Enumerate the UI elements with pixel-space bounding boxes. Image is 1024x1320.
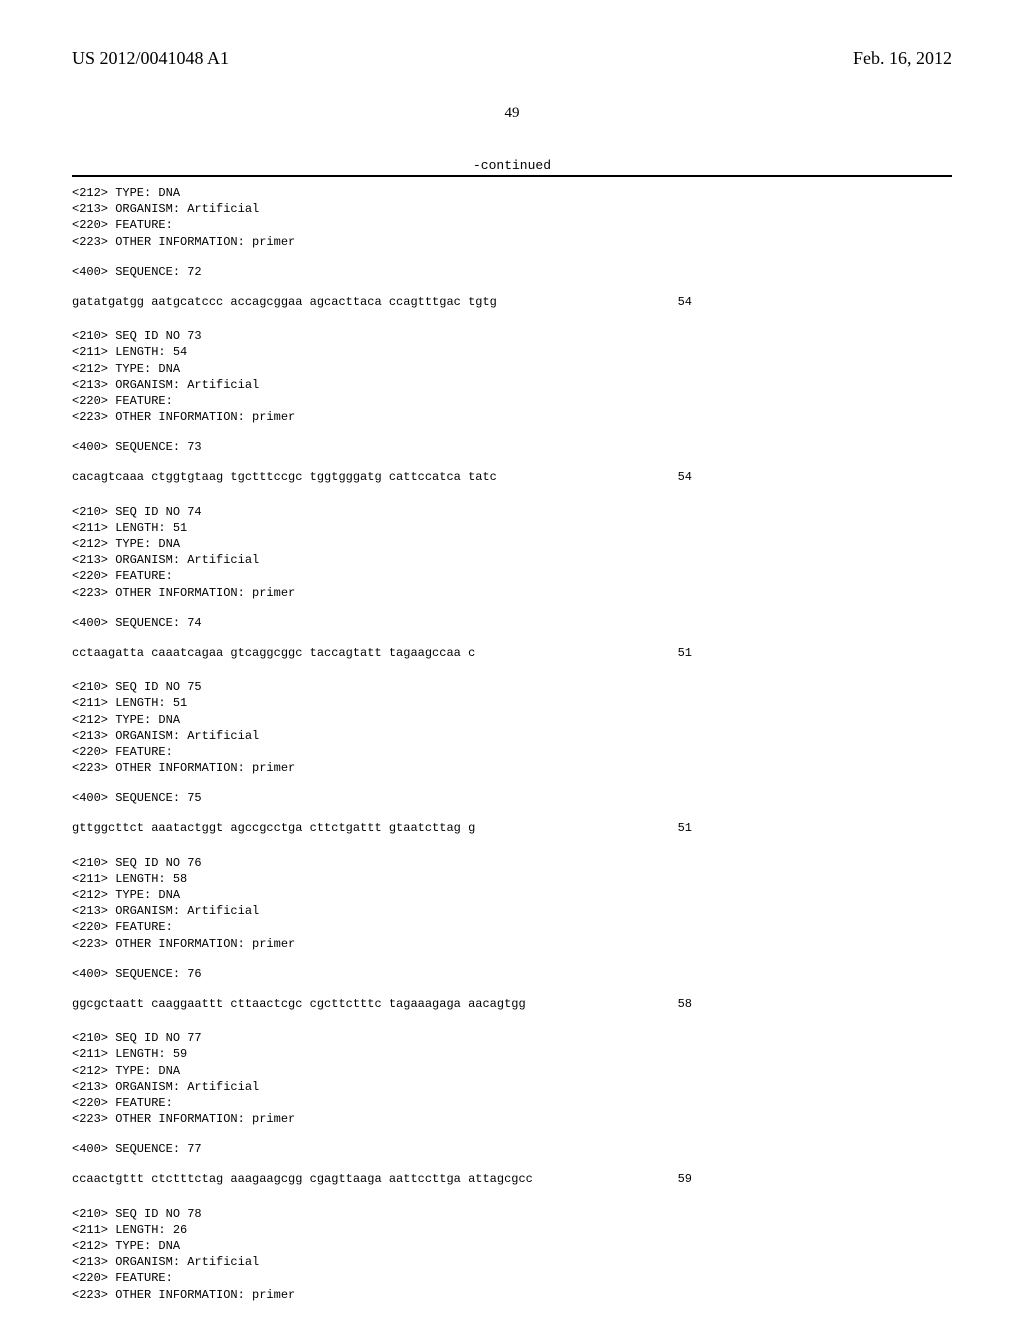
seq-block: <210> SEQ ID NO 77<211> LENGTH: 59<212> …: [72, 1030, 952, 1188]
seq-feature: <220> FEATURE:: [72, 919, 952, 935]
seq-organism: <213> ORGANISM: Artificial: [72, 903, 952, 919]
seq-length: 54: [678, 469, 952, 485]
seq-organism: <213> ORGANISM: Artificial: [72, 1254, 952, 1270]
seq-label: <400> SEQUENCE: 75: [72, 790, 952, 806]
seq-other-info: <223> OTHER INFORMATION: primer: [72, 409, 952, 425]
seq-label: <400> SEQUENCE: 76: [72, 966, 952, 982]
seq-other-info: <223> OTHER INFORMATION: primer: [72, 760, 952, 776]
seq-type: <212> TYPE: DNA: [72, 1238, 952, 1254]
seq-row: ggcgctaatt caaggaattt cttaactcgc cgcttct…: [72, 996, 952, 1012]
page-header: US 2012/0041048 A1 Feb. 16, 2012: [72, 48, 952, 69]
seq-type: <212> TYPE: DNA: [72, 1063, 952, 1079]
seq-row: gttggcttct aaatactggt agccgcctga cttctga…: [72, 820, 952, 836]
seq-length: 51: [678, 645, 952, 661]
seq-organism: <213> ORGANISM: Artificial: [72, 377, 952, 393]
seq-text: ccaactgttt ctctttctag aaagaagcgg cgagtta…: [72, 1171, 533, 1187]
seq-row: ccaactgttt ctctttctag aaagaagcgg cgagtta…: [72, 1171, 952, 1187]
seq-length-line: <211> LENGTH: 59: [72, 1046, 952, 1062]
seq-feature: <220> FEATURE:: [72, 568, 952, 584]
seq-block: <210> SEQ ID NO 74<211> LENGTH: 51<212> …: [72, 504, 952, 662]
seq-type: <212> TYPE: DNA: [72, 712, 952, 728]
seq-text: ggcgctaatt caaggaattt cttaactcgc cgcttct…: [72, 996, 526, 1012]
seq-text: gatatgatgg aatgcatccc accagcggaa agcactt…: [72, 294, 497, 310]
publication-number: US 2012/0041048 A1: [72, 48, 229, 69]
seq-length: 51: [678, 820, 952, 836]
seq-feature: <220> FEATURE:: [72, 217, 952, 233]
seq-organism: <213> ORGANISM: Artificial: [72, 552, 952, 568]
seq-feature: <220> FEATURE:: [72, 1270, 952, 1286]
seq-block: <210> SEQ ID NO 76<211> LENGTH: 58<212> …: [72, 855, 952, 1013]
seq-block: <212> TYPE: DNA <213> ORGANISM: Artifici…: [72, 185, 952, 310]
seq-id: <210> SEQ ID NO 75: [72, 679, 952, 695]
seq-block: <210> SEQ ID NO 78<211> LENGTH: 26<212> …: [72, 1206, 952, 1303]
seq-type: <212> TYPE: DNA: [72, 536, 952, 552]
seq-organism: <213> ORGANISM: Artificial: [72, 201, 952, 217]
seq-feature: <220> FEATURE:: [72, 393, 952, 409]
seq-id: <210> SEQ ID NO 77: [72, 1030, 952, 1046]
seq-id: <210> SEQ ID NO 78: [72, 1206, 952, 1222]
seq-id: <210> SEQ ID NO 74: [72, 504, 952, 520]
seq-organism: <213> ORGANISM: Artificial: [72, 728, 952, 744]
seq-label: <400> SEQUENCE: 73: [72, 439, 952, 455]
publication-date: Feb. 16, 2012: [853, 48, 952, 69]
seq-text: cacagtcaaa ctggtgtaag tgctttccgc tggtggg…: [72, 469, 497, 485]
page-number: 49: [72, 105, 952, 122]
seq-length: 58: [678, 996, 952, 1012]
seq-id: <210> SEQ ID NO 76: [72, 855, 952, 871]
seq-length-line: <211> LENGTH: 51: [72, 695, 952, 711]
seq-other-info: <223> OTHER INFORMATION: primer: [72, 1287, 952, 1303]
seq-length-line: <211> LENGTH: 26: [72, 1222, 952, 1238]
seq-other-info: <223> OTHER INFORMATION: primer: [72, 1111, 952, 1127]
seq-text: cctaagatta caaatcagaa gtcaggcggc taccagt…: [72, 645, 475, 661]
divider: [72, 175, 952, 177]
seq-length-line: <211> LENGTH: 58: [72, 871, 952, 887]
seq-label: <400> SEQUENCE: 77: [72, 1141, 952, 1157]
seq-row: gatatgatgg aatgcatccc accagcggaa agcactt…: [72, 294, 952, 310]
seq-length: 59: [678, 1171, 952, 1187]
seq-row: cctaagatta caaatcagaa gtcaggcggc taccagt…: [72, 645, 952, 661]
continued-label: -continued: [72, 158, 952, 173]
seq-length-line: <211> LENGTH: 51: [72, 520, 952, 536]
seq-text: gttggcttct aaatactggt agccgcctga cttctga…: [72, 820, 475, 836]
seq-type: <212> TYPE: DNA: [72, 185, 952, 201]
seq-block: <210> SEQ ID NO 75<211> LENGTH: 51<212> …: [72, 679, 952, 837]
seq-feature: <220> FEATURE:: [72, 744, 952, 760]
seq-type: <212> TYPE: DNA: [72, 887, 952, 903]
seq-label: <400> SEQUENCE: 72: [72, 264, 952, 280]
seq-label: <400> SEQUENCE: 74: [72, 615, 952, 631]
seq-length-line: <211> LENGTH: 54: [72, 344, 952, 360]
seq-feature: <220> FEATURE:: [72, 1095, 952, 1111]
seq-id: <210> SEQ ID NO 73: [72, 328, 952, 344]
seq-other-info: <223> OTHER INFORMATION: primer: [72, 936, 952, 952]
seq-row: cacagtcaaa ctggtgtaag tgctttccgc tggtggg…: [72, 469, 952, 485]
seq-organism: <213> ORGANISM: Artificial: [72, 1079, 952, 1095]
seq-type: <212> TYPE: DNA: [72, 361, 952, 377]
seq-other-info: <223> OTHER INFORMATION: primer: [72, 234, 952, 250]
seq-block: <210> SEQ ID NO 73<211> LENGTH: 54<212> …: [72, 328, 952, 486]
seq-length: 54: [678, 294, 952, 310]
seq-other-info: <223> OTHER INFORMATION: primer: [72, 585, 952, 601]
